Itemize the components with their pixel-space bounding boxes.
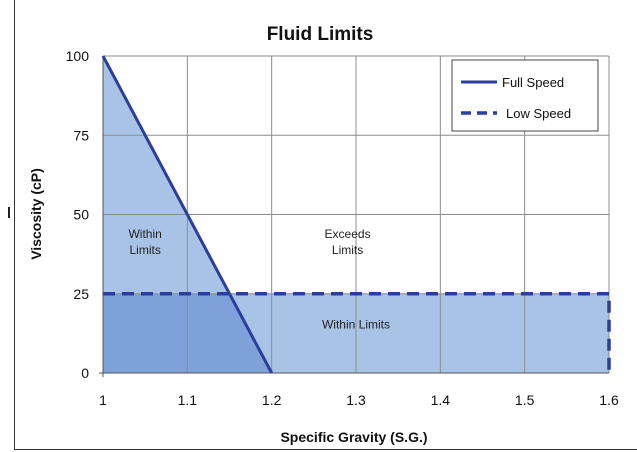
x-axis-label: Specific Gravity (S.G.): [280, 429, 427, 445]
legend-label-low-speed: Low Speed: [506, 106, 571, 121]
x-tick-label-3: 1.3: [346, 392, 366, 408]
tick-labels: 1 1.1 1.2 1.3 1.4 1.5 1.6 0 25 50 75 100: [66, 48, 619, 408]
series-line-full-speed: [101, 55, 273, 374]
x-tick-label-2: 1.2: [262, 392, 282, 408]
annotation-0: Within Limits: [128, 227, 161, 257]
y-tick-label-0: 0: [81, 365, 89, 381]
annotation-1: Exceeds Limits: [325, 227, 371, 257]
y-tick-label-2: 50: [73, 207, 89, 223]
legend-box: [451, 59, 599, 132]
x-tick-label-4: 1.4: [431, 392, 451, 408]
legend: Full Speed Low Speed: [451, 59, 599, 132]
y-tick-label-1: 25: [73, 286, 89, 302]
series-lines: [101, 55, 611, 374]
y-axis-label: Viscosity (cP): [28, 168, 44, 260]
chart-title: Fluid Limits: [267, 24, 374, 45]
annotation-0-line-0: Within: [128, 227, 161, 241]
chart-frame: [14, 0, 637, 450]
x-tick-label-0: 1: [99, 392, 107, 408]
series-line-low-speed: [103, 292, 611, 373]
annotation-1-line-0: Exceeds: [325, 227, 371, 241]
y-tick-label-3: 75: [73, 127, 89, 143]
annotation-0-line-1: Limits: [129, 243, 160, 257]
x-tick-label-5: 1.5: [515, 392, 535, 408]
annotation-1-line-1: Limits: [332, 243, 363, 257]
legend-label-full-speed: Full Speed: [502, 75, 564, 90]
x-tick-label-6: 1.6: [599, 392, 619, 408]
annotation-2: Within Limits: [322, 318, 390, 332]
left-edge-marker: [8, 207, 10, 218]
y-tick-label-4: 100: [66, 48, 90, 64]
x-tick-label-1: 1.1: [178, 392, 198, 408]
annotation-2-line-0: Within Limits: [322, 318, 390, 332]
